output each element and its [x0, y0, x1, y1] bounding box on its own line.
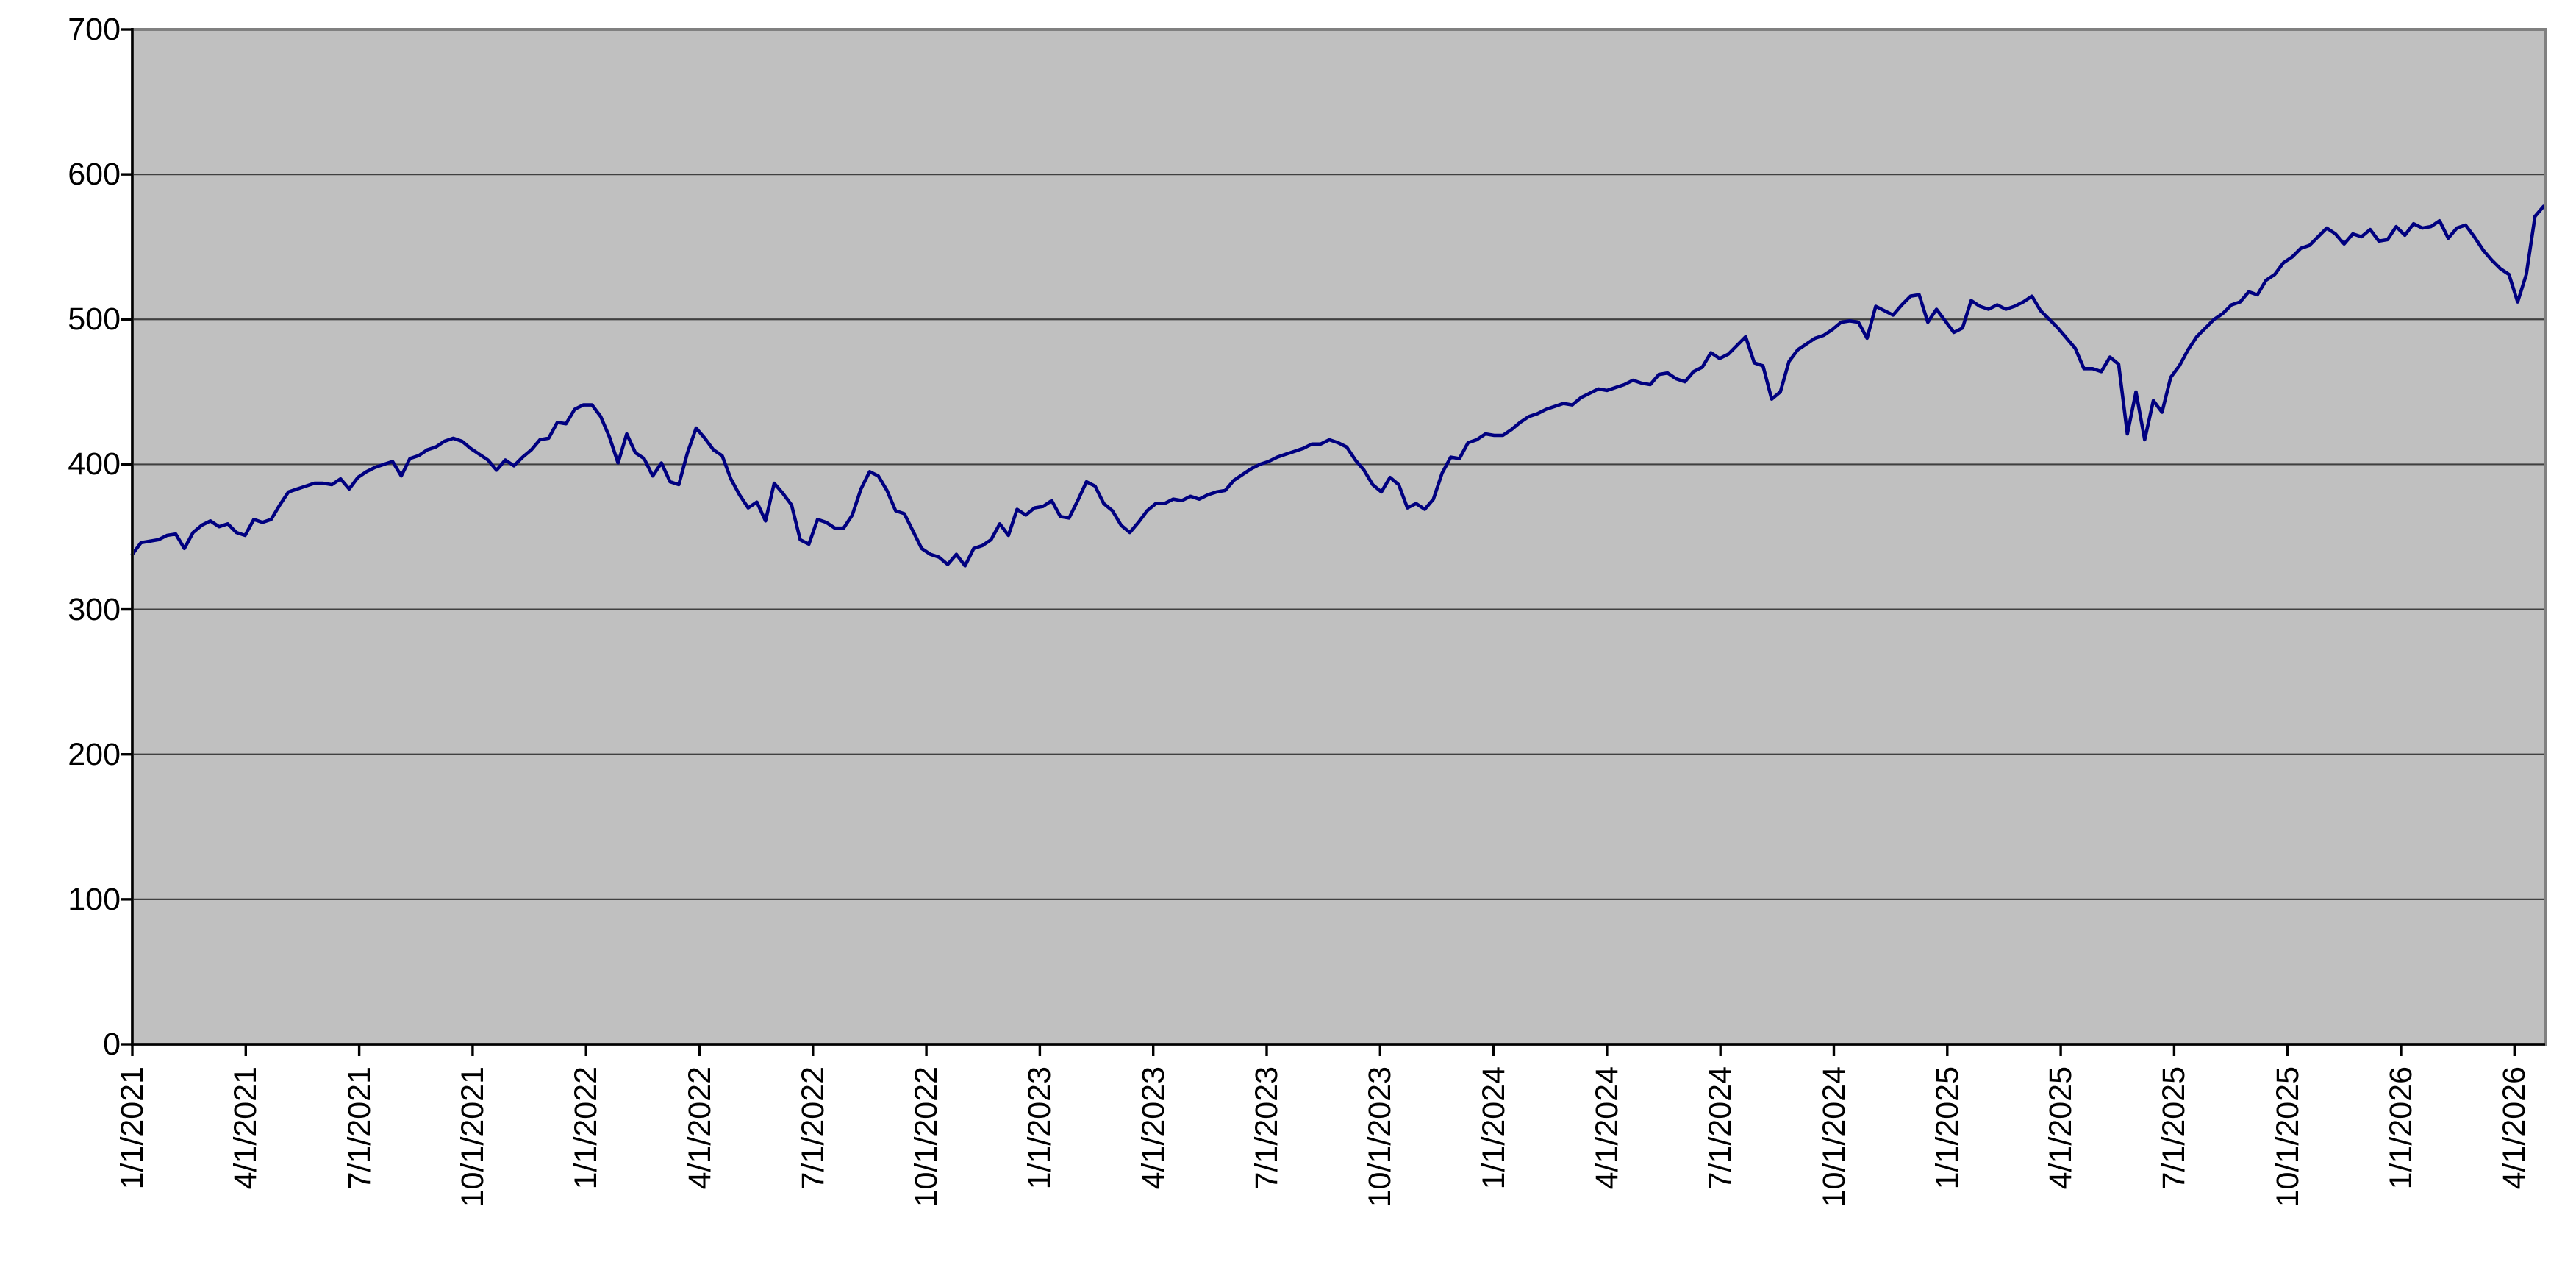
x-axis-label: 10/1/2024 — [1816, 1066, 1852, 1208]
x-axis-label: 1/1/2022 — [568, 1066, 604, 1190]
x-axis-label: 7/1/2025 — [2156, 1066, 2192, 1190]
x-axis-label: 10/1/2022 — [909, 1066, 945, 1208]
x-axis-label: 7/1/2023 — [1249, 1066, 1284, 1190]
x-axis-label: 4/1/2022 — [681, 1066, 718, 1190]
x-axis-label: 1/1/2021 — [115, 1066, 150, 1190]
x-axis-label: 4/1/2025 — [2043, 1066, 2079, 1190]
y-axis-label: 200 — [68, 736, 121, 772]
x-axis-label: 1/1/2025 — [1929, 1066, 1965, 1190]
x-axis-label: 7/1/2021 — [341, 1066, 377, 1190]
price-line — [130, 204, 2546, 568]
y-axis-label: 600 — [68, 157, 121, 193]
x-axis-label: 10/1/2025 — [2269, 1066, 2305, 1208]
x-axis-label: 1/1/2024 — [1475, 1066, 1511, 1190]
plot-area — [132, 29, 2545, 1044]
x-axis-label: 10/1/2021 — [454, 1066, 490, 1208]
x-axis-label: 4/1/2023 — [1135, 1066, 1171, 1190]
y-axis-label: 400 — [68, 446, 121, 482]
y-axis-label: 100 — [68, 881, 121, 917]
x-axis-label: 4/1/2026 — [2497, 1066, 2533, 1190]
x-axis-label: 4/1/2024 — [1589, 1066, 1625, 1190]
y-axis-label: 700 — [68, 12, 121, 47]
x-axis-label: 10/1/2023 — [1362, 1066, 1398, 1208]
y-axis-label: 500 — [68, 302, 121, 338]
x-axis-label: 1/1/2023 — [1022, 1066, 1058, 1190]
y-axis-label: 0 — [103, 1027, 121, 1062]
x-axis-label: 7/1/2022 — [795, 1066, 831, 1190]
x-axis-label: 7/1/2024 — [1703, 1066, 1739, 1190]
y-axis-label: 300 — [68, 591, 121, 627]
x-axis-label: 4/1/2021 — [228, 1066, 264, 1190]
x-axis-label: 1/1/2026 — [2383, 1066, 2419, 1190]
